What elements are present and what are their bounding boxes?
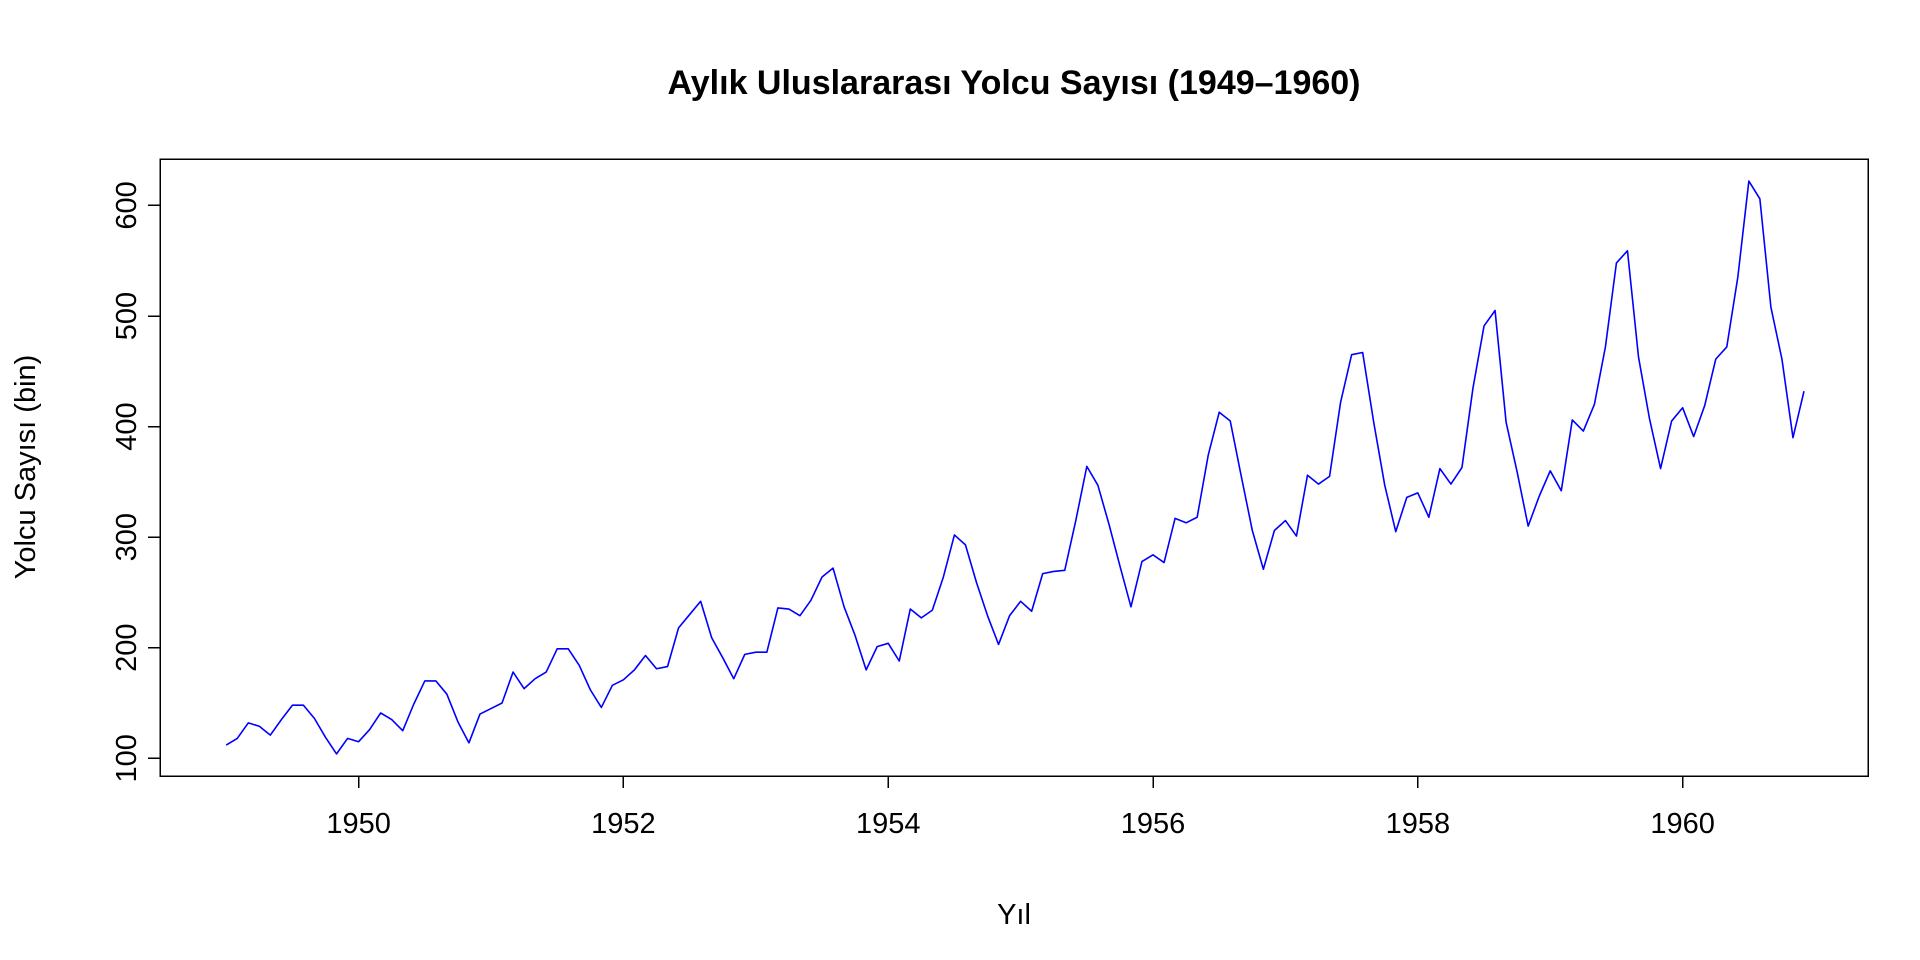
y-tick-label: 200	[111, 624, 143, 672]
y-axis: 100 200 300 400 500 600	[111, 181, 161, 783]
plot-frame	[159, 158, 1869, 777]
x-tick-label: 1958	[1386, 808, 1451, 840]
series-line	[225, 180, 1805, 755]
x-tick-label: 1954	[856, 808, 921, 840]
chart-title: Aylık Uluslararası Yolcu Sayısı (1949–19…	[667, 64, 1360, 102]
x-tick-label: 1956	[1121, 808, 1186, 840]
x-tick-label: 1950	[326, 808, 391, 840]
y-tick-label: 500	[111, 292, 143, 340]
x-tick-label: 1952	[591, 808, 656, 840]
y-tick-label: 300	[111, 513, 143, 561]
y-tick-label: 100	[111, 734, 143, 782]
x-axis-title: Yıl	[997, 899, 1031, 931]
y-tick-label: 400	[111, 402, 143, 450]
y-tick-label: 600	[111, 181, 143, 229]
y-axis-title: Yolcu Sayısı (bin)	[10, 355, 42, 580]
x-axis: 1950 1952 1954 1956 1958 1960	[326, 775, 1715, 840]
x-tick-label: 1960	[1650, 808, 1715, 840]
